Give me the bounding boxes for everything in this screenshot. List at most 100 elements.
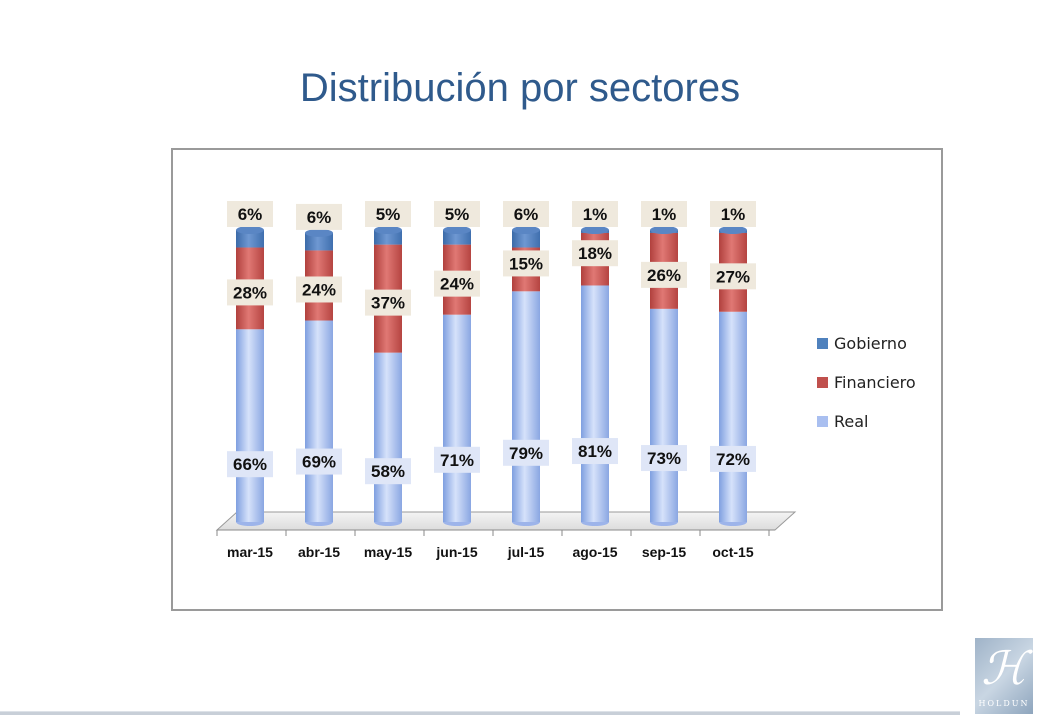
data-label-text: 69% <box>302 453 336 472</box>
logo-wordmark: HOLDUN <box>978 699 1030 708</box>
data-label-text: 15% <box>509 254 543 273</box>
data-label-text: 18% <box>578 244 612 263</box>
data-label: 26% <box>641 261 687 288</box>
logo-monogram-icon: ℋ <box>981 641 1027 695</box>
data-label: 81% <box>572 438 618 465</box>
data-label-box <box>365 201 411 227</box>
data-label: 5% <box>365 201 411 227</box>
bar-segment-real <box>581 285 609 522</box>
data-label-box <box>503 201 549 227</box>
bar-segment-gobierno <box>443 230 471 245</box>
data-label: 69% <box>296 448 342 475</box>
data-label-text: 6% <box>307 208 332 227</box>
data-label-box <box>227 201 273 227</box>
legend-item: Gobierno <box>817 334 907 353</box>
bar-segment-real <box>374 352 402 522</box>
data-label-text: 28% <box>233 283 267 302</box>
data-label-box <box>641 445 687 472</box>
chart-frame: 66% 28% 6% 69% 24% 6% 58% 37% 5% 71% 24% 5% 79% 15% 6%… <box>171 148 943 611</box>
data-label: 24% <box>296 276 342 303</box>
data-label-text: 27% <box>716 267 750 286</box>
x-tick-label: may-15 <box>364 544 412 560</box>
data-label-box <box>434 270 480 297</box>
data-label: 5% <box>434 201 480 227</box>
data-label-text: 71% <box>440 451 474 470</box>
data-label-box <box>710 445 756 472</box>
bar-segment-real <box>305 320 333 522</box>
bar-cap <box>512 226 540 234</box>
legend-swatch <box>817 377 828 388</box>
bar-cap <box>581 226 609 234</box>
data-label-box <box>434 201 480 227</box>
footer-divider <box>0 711 960 715</box>
data-label: 71% <box>434 446 480 473</box>
stacked-bar-chart: 66% 28% 6% 69% 24% 6% 58% 37% 5% 71% 24% 5% 79% 15% 6%… <box>215 201 916 560</box>
data-label: 28% <box>227 279 273 306</box>
data-label-text: 5% <box>445 205 470 224</box>
data-label-text: 72% <box>716 450 750 469</box>
data-label-box <box>710 201 756 227</box>
data-label-text: 5% <box>376 205 401 224</box>
data-label-text: 26% <box>647 266 681 285</box>
data-label-box <box>503 250 549 277</box>
x-tick-label: abr-15 <box>298 544 340 560</box>
data-label: 24% <box>434 270 480 297</box>
legend-swatch <box>817 338 828 349</box>
data-label: 1% <box>641 201 687 227</box>
data-label-text: 1% <box>652 205 677 224</box>
bar-cap <box>305 228 333 237</box>
data-label: 79% <box>503 439 549 466</box>
data-label-box <box>503 439 549 466</box>
data-label-box <box>641 261 687 288</box>
holdun-logo: ℋ HOLDUN <box>975 638 1033 714</box>
bar-cap <box>719 226 747 234</box>
data-label-text: 24% <box>440 275 474 294</box>
bar-segment-gobierno <box>512 230 540 248</box>
data-label: 6% <box>227 201 273 227</box>
data-label: 27% <box>710 263 756 290</box>
legend-item: Financiero <box>817 373 916 392</box>
data-label: 66% <box>227 451 273 478</box>
x-tick-label: ago-15 <box>572 544 617 560</box>
bar-segment-real <box>512 291 540 522</box>
data-label-text: 66% <box>233 455 267 474</box>
data-label-text: 79% <box>509 444 543 463</box>
bar-segment-gobierno <box>236 230 264 248</box>
data-label-box <box>296 448 342 475</box>
bar-cap <box>443 226 471 234</box>
x-tick-label: jun-15 <box>435 544 477 560</box>
data-label-box <box>227 451 273 478</box>
data-label-box <box>434 446 480 473</box>
bar-segment-real <box>236 329 264 522</box>
data-label-text: 37% <box>371 294 405 313</box>
data-label-box <box>365 458 411 485</box>
data-label: 1% <box>710 201 756 227</box>
slide-title: Distribución por sectores <box>299 66 741 110</box>
data-label-text: 6% <box>238 205 263 224</box>
data-label: 58% <box>365 458 411 485</box>
data-label: 73% <box>641 445 687 472</box>
data-label-box <box>572 438 618 465</box>
data-label-text: 6% <box>514 205 539 224</box>
x-tick-label: mar-15 <box>227 544 273 560</box>
bar-cap <box>374 226 402 234</box>
data-label: 6% <box>296 203 342 230</box>
data-label-box <box>572 240 618 267</box>
bar-segment-real <box>650 308 678 522</box>
legend-label: Financiero <box>834 373 916 392</box>
legend-item: Real <box>817 412 869 431</box>
data-label-box <box>296 203 342 230</box>
data-label: 18% <box>572 240 618 267</box>
data-label-box <box>227 279 273 306</box>
data-label-box <box>572 201 618 227</box>
data-label-text: 1% <box>583 205 608 224</box>
x-tick-label: oct-15 <box>712 544 753 560</box>
bar-segment-gobierno <box>305 232 333 251</box>
bar-cap <box>650 226 678 234</box>
legend-label: Gobierno <box>834 334 907 353</box>
data-label-text: 73% <box>647 449 681 468</box>
legend-label: Real <box>834 412 869 431</box>
data-label: 37% <box>365 289 411 316</box>
data-label-box <box>641 201 687 227</box>
bar-cap <box>236 226 264 234</box>
